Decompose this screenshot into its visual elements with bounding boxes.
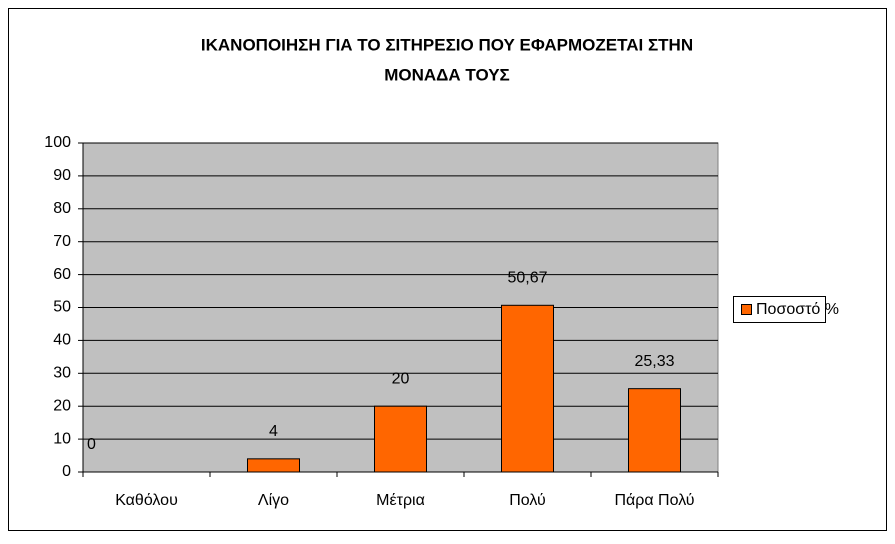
value-label: 4 bbox=[269, 423, 278, 440]
x-tick-label: Πολύ bbox=[509, 492, 546, 509]
value-label: 25,33 bbox=[634, 353, 674, 370]
x-tick-label: Μέτρια bbox=[376, 492, 425, 509]
y-tick-label: 10 bbox=[53, 430, 71, 447]
y-tick-label: 80 bbox=[53, 200, 71, 217]
bar bbox=[374, 405, 427, 473]
y-tick-label: 20 bbox=[53, 397, 71, 414]
y-tick-label: 100 bbox=[44, 134, 71, 151]
value-label: 0 bbox=[87, 436, 96, 453]
y-tick-label: 60 bbox=[53, 266, 71, 283]
value-label: 50,67 bbox=[507, 270, 547, 287]
y-tick-label: 90 bbox=[53, 167, 71, 184]
chart-title: ΜΟΝΑΔΑ ΤΟΥΣ bbox=[384, 65, 510, 84]
y-tick-label: 50 bbox=[53, 299, 71, 316]
x-tick-label: Πάρα Πολύ bbox=[614, 492, 694, 509]
bar bbox=[628, 388, 681, 473]
y-tick-label: 30 bbox=[53, 365, 71, 382]
x-tick-label: Καθόλου bbox=[115, 492, 178, 509]
bar bbox=[247, 458, 300, 473]
y-tick-label: 40 bbox=[53, 332, 71, 349]
chart-title: ΙΚΑΝΟΠΟΙΗΣΗ ΓΙΑ ΤΟ ΣΙΤΗΡΕΣΙΟ ΠΟΥ ΕΦΑΡΜΟΖ… bbox=[201, 35, 693, 54]
y-tick-label: 70 bbox=[53, 233, 71, 250]
legend-label: Ποσοστό % bbox=[756, 301, 839, 318]
value-label: 20 bbox=[392, 370, 410, 387]
y-tick-label: 0 bbox=[62, 463, 71, 480]
bar bbox=[501, 304, 554, 473]
legend-swatch bbox=[741, 304, 752, 315]
x-tick-label: Λίγο bbox=[258, 492, 289, 509]
